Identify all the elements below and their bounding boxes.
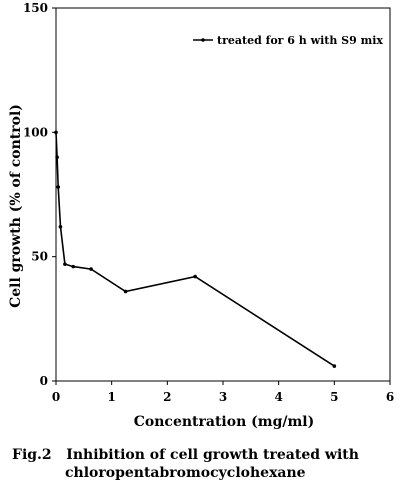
data-point	[63, 262, 67, 266]
series-line	[55, 132, 335, 367]
y-tick-label: 0	[40, 374, 48, 388]
data-point	[58, 225, 63, 229]
data-point	[55, 155, 59, 159]
caption-line-1: Fig.2 Inhibition of cell growth treated …	[12, 446, 397, 464]
x-tick-label: 5	[330, 390, 338, 404]
plot-frame	[55, 7, 391, 382]
x-axis-label: Concentration (mg/ml)	[134, 414, 314, 430]
data-point	[71, 264, 76, 269]
caption-text-1: Inhibition of cell growth treated with	[66, 447, 359, 463]
plot-area	[54, 130, 337, 368]
legend-marker	[201, 38, 205, 42]
x-tick-label: 0	[52, 390, 60, 404]
data-point	[332, 364, 337, 368]
x-tick-label: 3	[219, 390, 227, 404]
axes: 0 1 2 3 4 5 6 0 50 100 150	[23, 1, 394, 404]
y-tick-label: 50	[31, 250, 48, 264]
y-axis-label: Cell growth (% of control)	[8, 104, 24, 308]
legend-label: treated for 6 h with S9 mix	[217, 34, 383, 47]
x-tick-label: 4	[274, 390, 282, 404]
data-point	[56, 185, 61, 189]
y-tick-label: 150	[23, 1, 48, 15]
figure-label: Fig.2	[12, 447, 52, 463]
data-point	[89, 267, 93, 271]
caption-line-2: chloropentabromocyclohexane	[65, 465, 306, 481]
line-chart: 0 1 2 3 4 5 6 0 50 100 150 treated for 6 h with S9…	[8, 1, 394, 430]
chart-svg: 0 1 2 3 4 5 6 0 50 100 150 treated for 6 h with S9…	[8, 1, 394, 430]
x-tick-label: 6	[386, 390, 394, 404]
x-tick-label: 2	[163, 390, 171, 404]
legend: treated for 6 h with S9 mix	[193, 34, 383, 47]
data-point	[193, 274, 197, 279]
data-point	[54, 130, 58, 135]
data-point	[123, 289, 128, 294]
x-tick-label: 1	[107, 390, 115, 404]
y-tick-label: 100	[23, 125, 48, 139]
figure-caption: Fig.2 Inhibition of cell growth treated …	[12, 446, 397, 482]
